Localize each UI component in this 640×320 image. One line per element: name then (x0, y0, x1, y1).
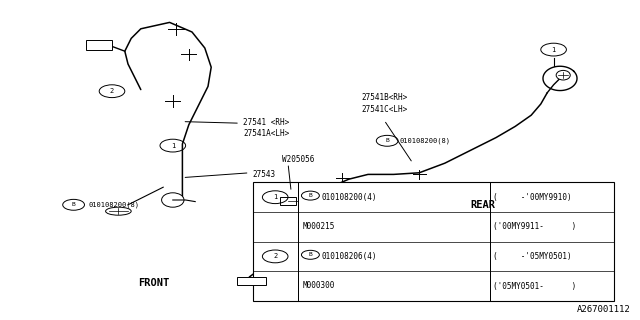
Text: A267001112: A267001112 (577, 305, 630, 314)
Text: 010108200(8): 010108200(8) (88, 202, 140, 208)
Ellipse shape (162, 193, 184, 207)
Text: B: B (385, 138, 389, 143)
Text: ('00MY9911-      ): ('00MY9911- ) (493, 222, 577, 231)
Bar (237, 277, 266, 285)
Text: 27541B<RH>
27541C<LH>: 27541B<RH> 27541C<LH> (362, 93, 408, 114)
Text: 2: 2 (110, 88, 114, 94)
Text: REAR: REAR (470, 200, 496, 210)
Text: 1: 1 (552, 47, 556, 52)
Text: W205056: W205056 (282, 156, 314, 164)
Text: 2: 2 (273, 253, 277, 260)
Bar (253, 182, 614, 301)
Text: 1: 1 (171, 143, 175, 148)
Text: ('05MY0501-      ): ('05MY0501- ) (493, 282, 577, 291)
Text: 010108206(4): 010108206(4) (322, 252, 378, 261)
Text: 1: 1 (273, 194, 277, 200)
Ellipse shape (106, 207, 131, 215)
Text: 010108200(4): 010108200(4) (322, 193, 378, 202)
Text: 010108200(8): 010108200(8) (400, 138, 451, 144)
Text: B: B (72, 202, 76, 207)
Text: 27543: 27543 (253, 170, 276, 179)
Bar (280, 197, 296, 205)
Text: FRONT: FRONT (138, 278, 169, 288)
Text: B: B (308, 252, 312, 257)
Text: (     -'00MY9910): ( -'00MY9910) (493, 193, 572, 202)
Text: 27541 <RH>
27541A<LH>: 27541 <RH> 27541A<LH> (243, 117, 289, 138)
Text: M000215: M000215 (303, 222, 335, 231)
Bar (86, 40, 112, 50)
Text: (     -'05MY0501): ( -'05MY0501) (493, 252, 572, 261)
Text: B: B (308, 193, 312, 198)
Ellipse shape (556, 70, 570, 80)
Text: M000300: M000300 (303, 282, 335, 291)
